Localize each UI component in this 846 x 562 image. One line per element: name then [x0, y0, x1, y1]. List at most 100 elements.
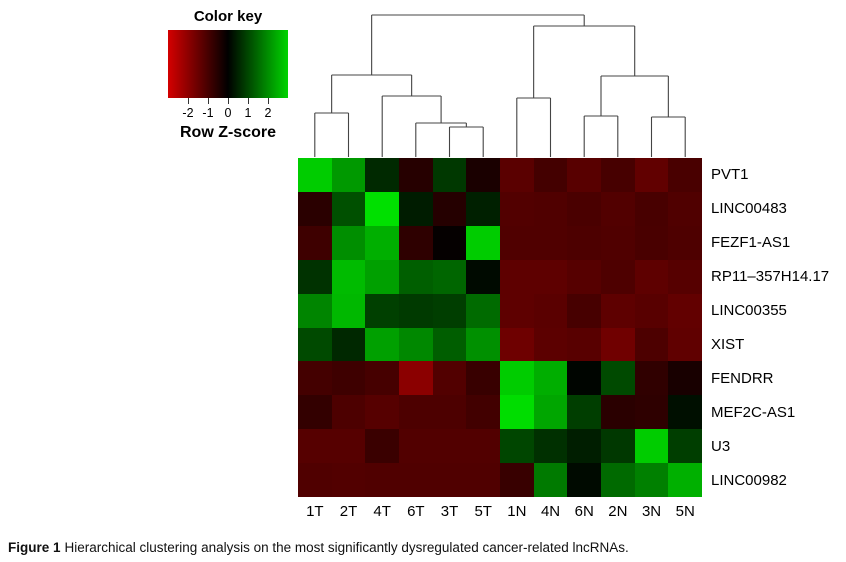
color-key: Color key -2 -1 0 1 2 Row Z-score [168, 8, 288, 142]
heatmap-cell [500, 429, 534, 464]
col-label: 1T [306, 503, 324, 520]
heatmap-cell [668, 327, 702, 362]
row-label: FEZF1-AS1 [711, 234, 791, 252]
heatmap-cell [533, 429, 568, 464]
row-label: LINC00355 [711, 302, 787, 320]
heatmap-cell [331, 259, 366, 294]
heatmap-cell [399, 158, 433, 192]
heatmap-cell [466, 429, 500, 464]
color-key-tick-label: 1 [244, 106, 252, 120]
heatmap-cell [298, 191, 332, 226]
col-label: 5N [675, 503, 695, 520]
heatmap-cell [567, 327, 601, 362]
color-key-tick [247, 98, 249, 104]
heatmap-cell [634, 225, 669, 260]
heatmap-cell [601, 293, 635, 328]
heatmap-cell [601, 158, 635, 192]
row-label: RP11–357H14.17 [711, 268, 830, 286]
col-label: 4T [373, 503, 391, 520]
row-label: PVT1 [711, 166, 749, 184]
heatmap-cell [331, 327, 366, 362]
heatmap-cell [399, 361, 433, 396]
heatmap-cell [567, 158, 601, 192]
heatmap-cell [567, 259, 601, 294]
heatmap-cell [668, 293, 702, 328]
heatmap-cell [432, 259, 467, 294]
heatmap-cell [466, 158, 500, 192]
color-key-tick-marks [168, 98, 288, 106]
heatmap-cell [399, 191, 433, 226]
heatmap-cell [365, 429, 399, 464]
heatmap-cell [331, 361, 366, 396]
row-label: U3 [711, 437, 731, 455]
heatmap-cell [567, 191, 601, 226]
col-label: 2T [339, 503, 358, 520]
heatmap-cell [365, 293, 399, 328]
heatmap-cell [500, 191, 534, 226]
heatmap-cell [634, 361, 669, 396]
heatmap-grid [298, 158, 702, 497]
heatmap-cell [500, 225, 534, 260]
heatmap-cell [668, 191, 702, 226]
col-labels: 1T 2T 4T 6T 3T 5T 1N 4N 6N 2N 3N 5N [298, 503, 702, 520]
heatmap-cell [634, 191, 669, 226]
heatmap-cell [634, 259, 669, 294]
row-label: LINC00982 [711, 471, 787, 489]
heatmap-cell [634, 463, 669, 497]
column-dendrogram [314, 14, 686, 157]
color-key-tick [268, 98, 269, 104]
heatmap-cell [668, 158, 702, 192]
col-label: 2N [608, 503, 628, 520]
row-labels: PVT1 LINC00483 FEZF1-AS1 RP11–357H14.17 LINC… [711, 158, 846, 497]
heatmap-cell [601, 259, 635, 294]
heatmap-cell [567, 293, 601, 328]
heatmap-cell [668, 463, 702, 497]
heatmap-cell [432, 191, 467, 226]
color-key-tick-label: -1 [202, 106, 214, 120]
heatmap-cell [567, 429, 601, 464]
color-key-tick [187, 98, 189, 104]
col-label: 6N [574, 503, 594, 520]
heatmap-cell [298, 293, 332, 328]
heatmap-cell [466, 259, 500, 294]
heatmap-cell [432, 293, 467, 328]
col-label: 3T [440, 503, 459, 520]
heatmap-cell [298, 395, 332, 430]
heatmap-cell [634, 395, 669, 430]
heatmap-cell [399, 429, 433, 464]
row-label: FENDRR [711, 369, 774, 387]
heatmap-cell [668, 361, 702, 396]
heatmap-cell [601, 327, 635, 362]
heatmap-cell [533, 158, 568, 192]
heatmap-cell [601, 225, 635, 260]
caption-prefix: Figure 1 [8, 540, 61, 555]
color-key-axis-label: Row Z-score [179, 124, 276, 141]
heatmap-cell [466, 293, 500, 328]
col-label: 6T [407, 503, 425, 520]
heatmap-cell [533, 463, 568, 497]
heatmap-cell [668, 429, 702, 464]
heatmap-cell [298, 158, 332, 192]
col-label: 3N [641, 503, 662, 520]
heatmap-cell [567, 395, 601, 430]
color-key-tick-label: 0 [224, 106, 232, 120]
heatmap-cell [399, 395, 433, 430]
row-label: MEF2C-AS1 [711, 403, 796, 421]
heatmap-cell [365, 158, 399, 192]
heatmap-cell [533, 293, 568, 328]
heatmap-cell [601, 463, 635, 497]
heatmap-cell [298, 361, 332, 396]
color-key-tick-labels: -2 -1 0 1 2 [168, 106, 288, 121]
heatmap-cell [466, 361, 500, 396]
heatmap-cell [331, 395, 366, 430]
heatmap-cell [399, 463, 433, 497]
heatmap-cell [634, 429, 669, 464]
heatmap-cell [331, 225, 366, 260]
heatmap-cell [500, 463, 534, 497]
heatmap-cell [533, 395, 568, 430]
color-key-tick-label: 2 [264, 106, 272, 120]
heatmap-cell [432, 158, 467, 192]
heatmap-cell [500, 158, 534, 192]
heatmap-cell [601, 361, 635, 396]
